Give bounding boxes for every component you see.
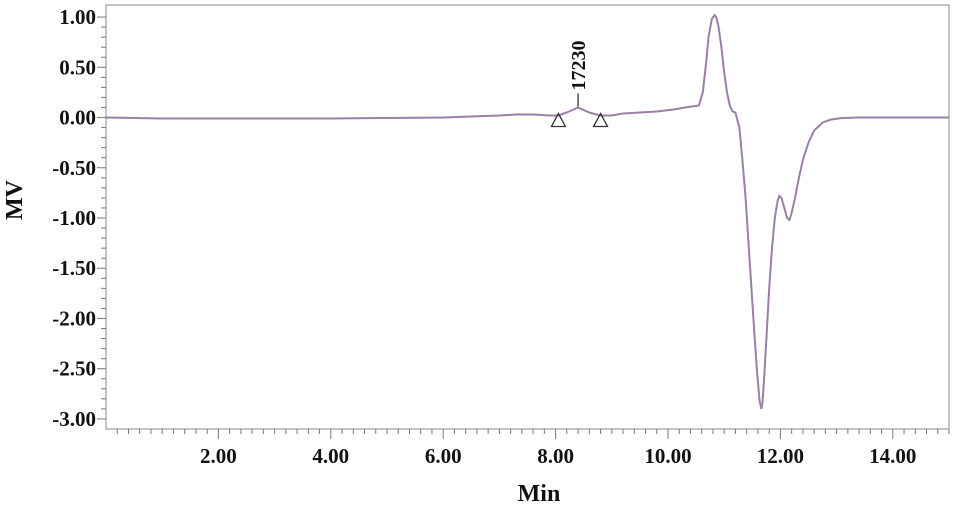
x-tick-label: 10.00 [644,444,691,468]
plot-frame [105,4,950,430]
x-tick-label: 2.00 [200,444,237,468]
y-tick-label: 1.00 [59,5,96,29]
x-axis-title: Min [518,481,561,506]
y-tick-label: -1.00 [52,206,96,230]
peak-annotations: 17230 [568,40,590,107]
signal-line [105,13,949,410]
y-tick-label: -2.00 [52,306,96,330]
y-axis-ticks [97,16,106,420]
y-tick-label: -3.00 [52,407,96,431]
y-tick-label: 0.50 [59,55,96,79]
y-axis-tick-labels: 1.00 0.50 0.00 -0.50 -1.00 -1.50 -2.00 -2.50 -3.… [52,5,96,431]
x-tick-label: 8.00 [537,444,574,468]
peak-annotation-label: 17230 [568,40,590,90]
peak-marker-triangle [550,112,567,128]
x-tick-label: 4.00 [312,444,349,468]
x-tick-label: 14.00 [869,444,916,468]
y-tick-label: 0.00 [59,106,96,130]
x-tick-label: 6.00 [425,444,462,468]
y-tick-label: -1.50 [52,256,96,280]
peak-markers [550,112,609,128]
y-tick-label: -2.50 [52,357,96,381]
x-tick-label: 12.00 [757,444,804,468]
x-axis-ticks [116,429,950,439]
x-axis-tick-labels: 2.00 4.00 6.00 8.00 10.00 12.00 14.00 [200,444,916,468]
peak-marker-triangle [592,112,609,128]
y-axis-title: MV [2,179,28,220]
y-tick-label: -0.50 [52,156,96,180]
